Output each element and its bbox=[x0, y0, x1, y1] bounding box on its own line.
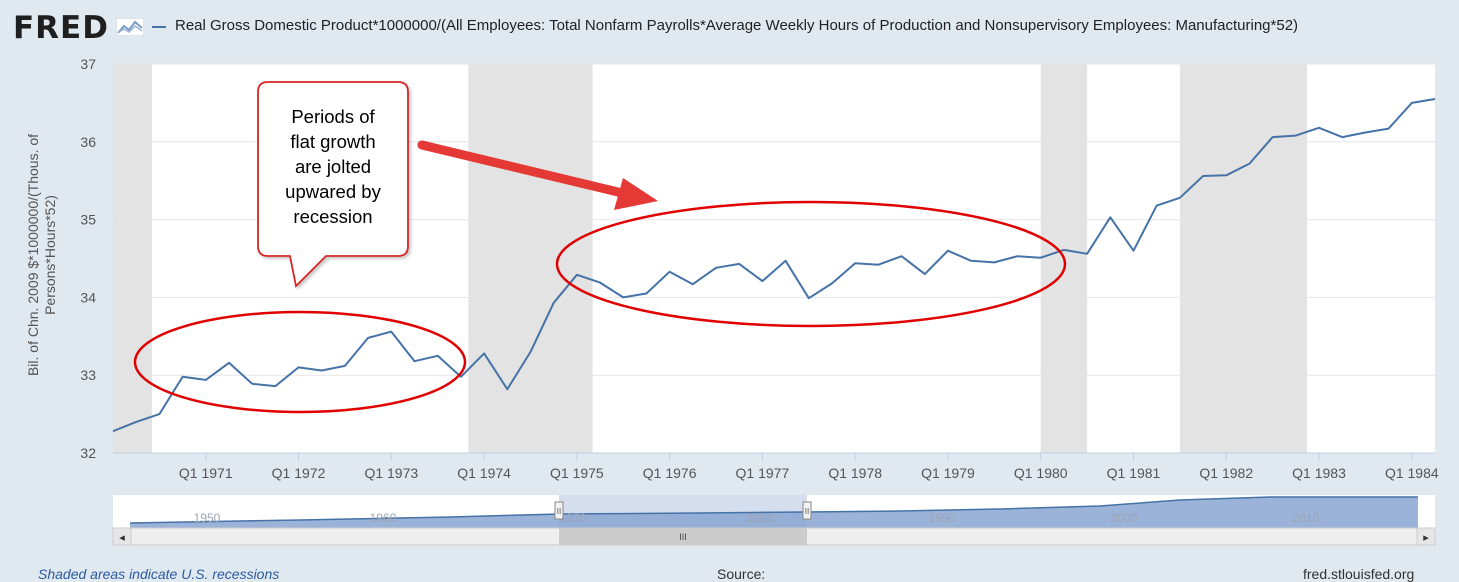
navigator-handle-right[interactable]: II bbox=[802, 501, 812, 520]
callout-bubble: Periods of flat growth are jolted upwared b… bbox=[257, 81, 409, 288]
x-tick-label: Q1 1982 bbox=[1199, 465, 1253, 481]
scroll-left-button[interactable] bbox=[112, 527, 132, 546]
callout-line: flat growth bbox=[290, 131, 375, 152]
series-title[interactable]: Real Gross Domestic Product*1000000/(All… bbox=[175, 17, 1299, 34]
navigator-year-label: 1960 bbox=[370, 511, 397, 525]
navigator-year-label: 2010 bbox=[1293, 511, 1320, 525]
scroll-right-button[interactable] bbox=[1416, 527, 1436, 546]
scrollbar-grip: III bbox=[679, 532, 687, 542]
source-label: Source: bbox=[717, 566, 766, 582]
data-series bbox=[112, 98, 1436, 433]
x-tick-label: Q1 1979 bbox=[921, 465, 975, 481]
recession-bands bbox=[113, 64, 1307, 453]
y-tick-label: 34 bbox=[80, 289, 96, 305]
grid-lines bbox=[113, 63, 1435, 454]
scrollbar-thumb[interactable] bbox=[559, 528, 807, 545]
annotations: Periods of flat growth are jolted upwared b… bbox=[133, 81, 1067, 414]
navigator-year-label: 1950 bbox=[194, 511, 221, 525]
chart-header: FRED Real Gross Domestic Product*1000000… bbox=[0, 0, 1459, 52]
navigator-handle-right-grip: II bbox=[805, 507, 809, 516]
x-tick-label: Q1 1974 bbox=[457, 465, 511, 481]
x-tick-label: Q1 1978 bbox=[828, 465, 882, 481]
navigator-year-label: 1990 bbox=[929, 511, 956, 525]
navigator-year-label: 2000 bbox=[1111, 511, 1138, 525]
navigator-year-label: 1980 bbox=[747, 511, 774, 525]
fred-logo[interactable]: FRED bbox=[13, 10, 109, 46]
fred-link[interactable]: fred.stlouisfed.org bbox=[1303, 566, 1415, 582]
legend-series-line bbox=[152, 26, 166, 28]
x-tick-label: Q1 1972 bbox=[272, 465, 326, 481]
navigator-series-line bbox=[129, 496, 1418, 524]
x-tick-label: Q1 1984 bbox=[1385, 465, 1439, 481]
series-line[interactable] bbox=[112, 98, 1436, 433]
x-tick-label: Q1 1976 bbox=[643, 465, 697, 481]
callout-line: upwared by bbox=[285, 181, 381, 202]
range-navigator[interactable]: 1950 1960 1970 1980 1990 2000 2010 II II ◂ III… bbox=[112, 495, 1436, 546]
x-tick-label: Q1 1980 bbox=[1014, 465, 1068, 481]
callout-text: Periods of flat growth are jolted upwared b… bbox=[285, 106, 381, 227]
x-tick-label: Q1 1977 bbox=[736, 465, 790, 481]
x-axis-ticks: Q1 1971 Q1 1972 Q1 1973 Q1 1974 Q1 1975 Q1 19… bbox=[179, 453, 1439, 481]
y-tick-label: 32 bbox=[80, 445, 96, 461]
x-tick-label: Q1 1973 bbox=[364, 465, 418, 481]
recession-note: Shaded areas indicate U.S. recessions bbox=[38, 566, 280, 582]
highlight-ellipse-left bbox=[133, 310, 467, 414]
scroll-right-arrow-icon: ▸ bbox=[1423, 532, 1429, 544]
recession-band bbox=[113, 64, 152, 453]
x-tick-label: Q1 1981 bbox=[1107, 465, 1161, 481]
y-tick-label: 33 bbox=[80, 367, 96, 383]
y-tick-label: 35 bbox=[80, 212, 96, 228]
recession-band bbox=[468, 64, 593, 453]
navigator-handle-left-grip: II bbox=[557, 507, 561, 516]
navigator-year-label: 1970 bbox=[560, 511, 587, 525]
x-tick-label: Q1 1975 bbox=[550, 465, 604, 481]
navigator-year-labels: 1950 1960 1970 1980 1990 2000 2010 bbox=[194, 511, 1320, 525]
y-axis-label: Bil. of Chn. 2009 $*1000000/(Thous. ofPe… bbox=[25, 134, 58, 376]
annotation-arrow bbox=[417, 140, 658, 210]
y-axis-ticks: 32 33 34 35 36 37 bbox=[80, 56, 96, 461]
chart-logo-icon bbox=[116, 18, 144, 36]
callout-line: Periods of bbox=[291, 106, 375, 127]
y-tick-label: 37 bbox=[80, 56, 96, 72]
y-tick-label: 36 bbox=[80, 134, 96, 150]
callout-line: are jolted bbox=[295, 156, 371, 177]
x-tick-label: Q1 1983 bbox=[1292, 465, 1346, 481]
highlight-ellipse-right bbox=[555, 200, 1067, 328]
navigator-handle-left[interactable]: II bbox=[554, 501, 564, 520]
x-tick-label: Q1 1971 bbox=[179, 465, 233, 481]
recession-band bbox=[1179, 64, 1307, 453]
callout-line: recession bbox=[293, 206, 372, 227]
scroll-left-arrow-icon: ◂ bbox=[119, 532, 125, 544]
